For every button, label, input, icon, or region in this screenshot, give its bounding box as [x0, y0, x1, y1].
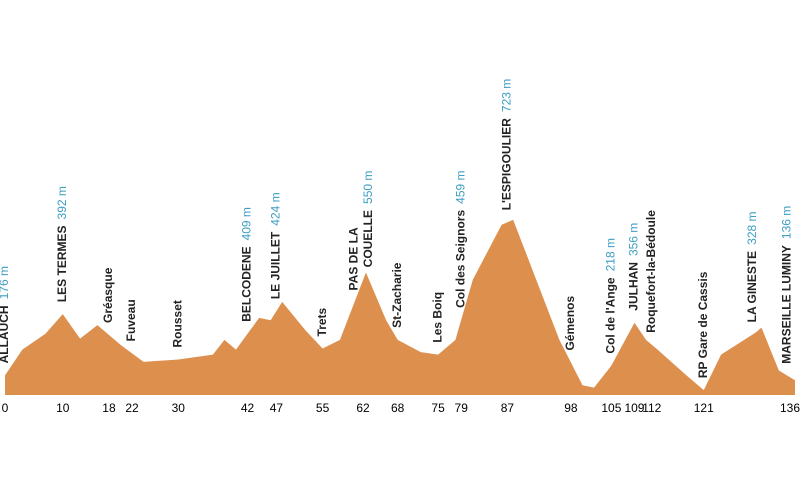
- x-tick-label: 22: [125, 401, 139, 415]
- place-label: LA GINESTE: [745, 251, 759, 323]
- place-label: St-Zacharie: [390, 262, 404, 328]
- x-tick-label: 68: [391, 401, 405, 415]
- elevation-label: 176 m: [0, 266, 11, 299]
- elevation-label: 550 m: [361, 171, 375, 204]
- x-tick-label: 98: [564, 401, 578, 415]
- place-label: Les Boiq: [430, 292, 444, 343]
- place-label: Rousset: [170, 300, 184, 347]
- elevation-label: 136 m: [780, 206, 794, 239]
- place-label: LES TERMES: [55, 225, 69, 302]
- place-label: LE JUILLET: [269, 231, 283, 299]
- elevation-label: 356 m: [627, 223, 641, 256]
- elevation-label: 328 m: [745, 211, 759, 244]
- elevation-label: 218 m: [604, 238, 618, 271]
- place-label: PAS DE LA: [347, 227, 361, 290]
- place-label: COUELLE: [361, 210, 375, 267]
- x-tick-label: 79: [455, 401, 469, 415]
- place-label: Gémenos: [563, 296, 577, 351]
- x-tick-label: 47: [270, 401, 284, 415]
- place-label: BELCODENE: [240, 246, 254, 321]
- elevation-label: 409 m: [240, 207, 254, 240]
- x-tick-label: 105: [601, 401, 621, 415]
- x-tick-label: 10: [56, 401, 70, 415]
- place-label: Col des Seignors: [453, 210, 467, 308]
- x-tick-label: 75: [431, 401, 445, 415]
- x-tick-label: 121: [694, 401, 714, 415]
- place-label: RP Gare de Cassis: [696, 271, 710, 378]
- elevation-label: 459 m: [453, 170, 467, 203]
- x-tick-label: 55: [316, 401, 330, 415]
- elevation-label: 392 m: [55, 186, 69, 219]
- place-label: MARSEILLE LUMINY: [780, 245, 794, 364]
- x-tick-label: 136.8: [780, 401, 800, 415]
- place-label: Roquefort-la-Bédoule: [644, 210, 658, 333]
- place-label: ALLAUCH: [0, 305, 11, 363]
- x-tick-label: 30: [172, 401, 186, 415]
- place-label: Col de l'Ange: [604, 277, 618, 354]
- place-label: Fuveau: [124, 299, 138, 341]
- x-tick-label: 87: [501, 401, 515, 415]
- x-tick-label: 42: [241, 401, 255, 415]
- x-tick-label: 109: [624, 401, 644, 415]
- elevation-area: [5, 219, 795, 395]
- place-label: L'ESPIGOULIER: [500, 118, 514, 211]
- place-label: Trets: [315, 307, 329, 336]
- place-label: JULHAN: [627, 262, 641, 311]
- x-tick-label: 112: [642, 401, 661, 415]
- elevation-label: 424 m: [269, 192, 283, 225]
- x-tick-label: 62: [356, 401, 370, 415]
- elevation-label: 723 m: [500, 79, 514, 112]
- x-tick-label: 18: [102, 401, 116, 415]
- place-label: Gréasque: [101, 267, 115, 323]
- x-tick-label: 0: [2, 401, 9, 415]
